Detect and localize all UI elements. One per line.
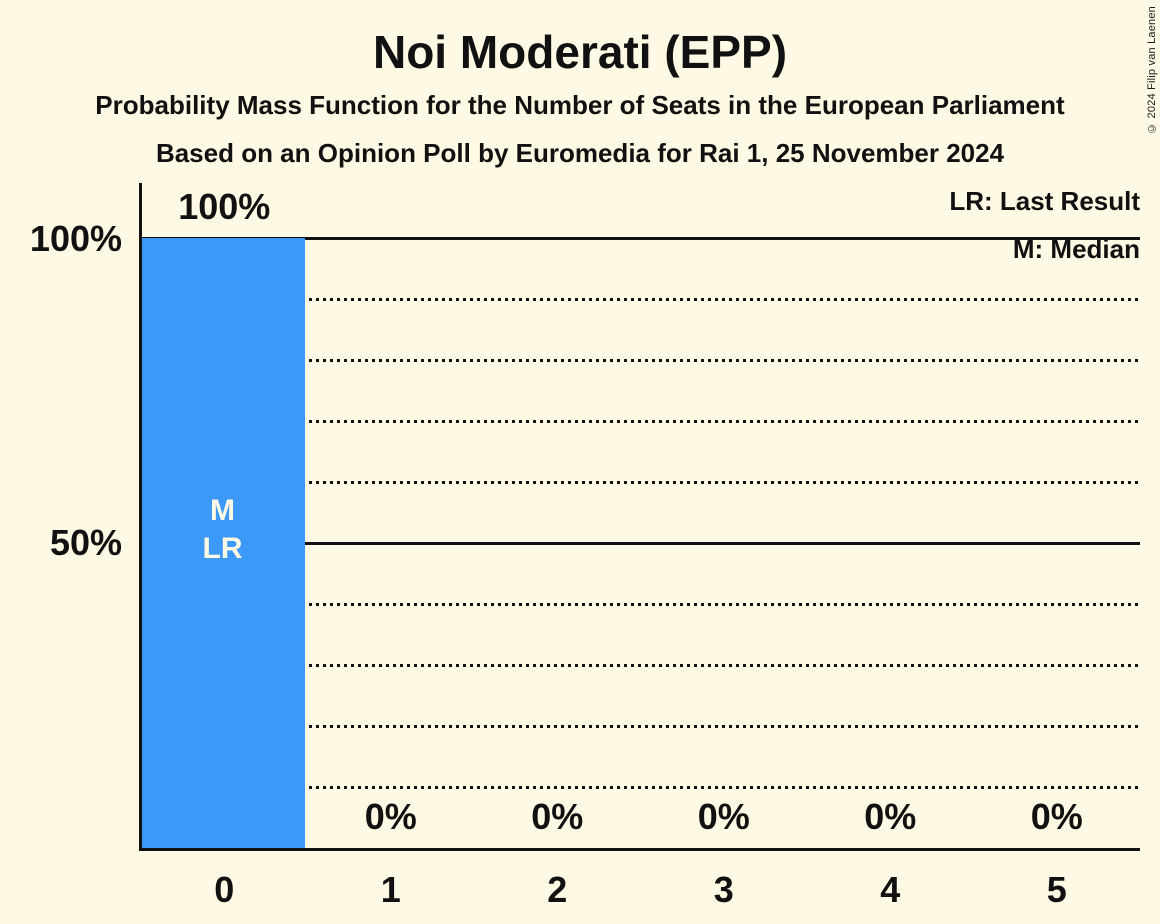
gridline-dotted-20 [141,724,1140,728]
chart-source-line: Based on an Opinion Poll by Euromedia fo… [155,138,1005,168]
gridline-dotted-10 [141,785,1140,789]
bar-value-label: 100% [178,186,271,227]
bar-value-label: 0% [531,796,584,837]
copyright-note: © 2024 Filip van Laenen [1146,6,1158,134]
median-marker: M [210,494,235,527]
gridline-dotted-30 [141,663,1140,667]
x-tick-label: 1 [380,869,401,910]
chart-subtitle: Probability Mass Function for the Number… [95,90,1065,120]
gridline-dotted-40 [141,602,1140,606]
bar-value-label: 0% [1030,796,1083,837]
y-tick-label-100: 100% [29,218,122,259]
x-tick-label: 2 [547,869,568,910]
bar-annotation: M LR [141,492,304,568]
x-axis [139,848,1140,851]
gridline-dotted-90 [141,297,1140,301]
gridline-dotted-70 [141,419,1140,423]
bar-value-label: 0% [864,796,917,837]
x-tick-label: 5 [1046,869,1067,910]
x-tick-label: 3 [713,869,734,910]
gridline-dotted-60 [141,480,1140,484]
chart-title: Noi Moderati (EPP) [372,26,788,78]
x-tick-label: 4 [880,869,901,910]
y-tick-label-50: 50% [49,522,122,563]
x-tick-label: 0 [214,869,235,910]
last-result-marker: LR [202,532,243,565]
gridline-solid-100 [141,236,1140,240]
bar-value-label: 0% [364,796,417,837]
bar-seats-0 [142,238,305,848]
legend-last-result: LR: Last Result [949,186,1140,216]
gridline-solid-50 [141,541,1140,545]
y-axis [139,183,142,851]
bar-value-label: 0% [697,796,750,837]
gridline-dotted-80 [141,358,1140,362]
